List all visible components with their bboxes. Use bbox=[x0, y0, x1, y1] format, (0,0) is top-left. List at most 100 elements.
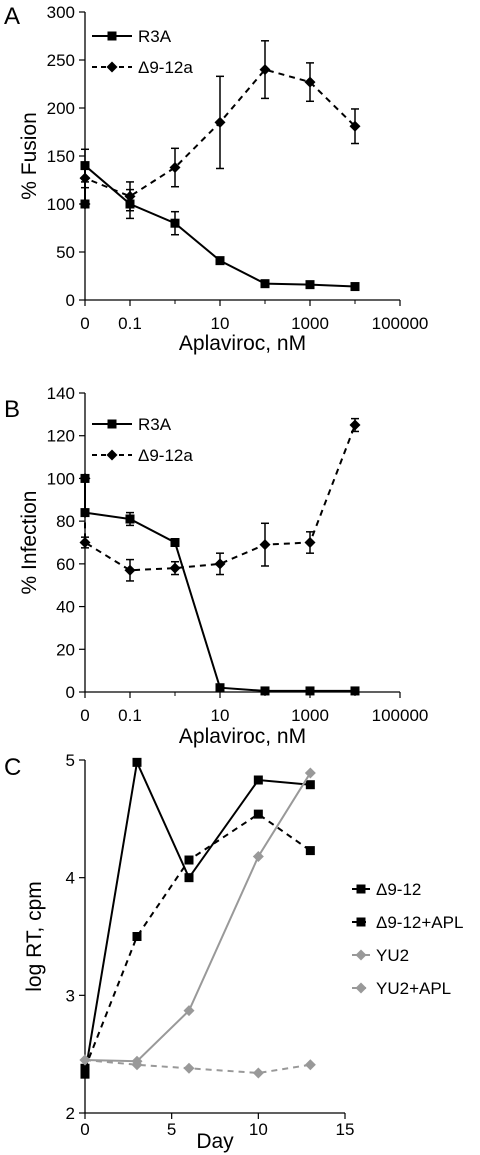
y-axis-title: % Fusion bbox=[18, 112, 41, 200]
data-point bbox=[350, 686, 360, 696]
data-point bbox=[214, 558, 226, 570]
data-point bbox=[79, 198, 91, 210]
data-point bbox=[170, 538, 180, 547]
y-tick-label: 0 bbox=[66, 291, 75, 310]
series-line bbox=[84, 1059, 311, 1074]
data-point bbox=[252, 1067, 264, 1079]
x-tick-label: 100000 bbox=[372, 314, 429, 333]
panel-c-chart: C 2 3 4 5 0 5 10 15 Day log RT, cpm Δ9-12 Δ9-12+APL… bbox=[4, 751, 463, 1153]
y-tick-label: 4 bbox=[66, 869, 75, 888]
y-axis-title: log RT, cpm bbox=[23, 881, 46, 992]
legend-marker bbox=[106, 449, 118, 461]
data-point bbox=[79, 537, 91, 548]
y-tick-label: 300 bbox=[47, 3, 75, 22]
series-line bbox=[84, 772, 312, 1063]
x-tick-label: 0 bbox=[80, 1120, 89, 1139]
legend-label: Δ9-12a bbox=[138, 58, 193, 77]
legend-label: YU2+APL bbox=[376, 979, 451, 998]
legend-label: Δ9-12a bbox=[138, 446, 193, 465]
data-point bbox=[259, 64, 271, 76]
data-point bbox=[124, 190, 136, 202]
y-tick-label: 40 bbox=[56, 598, 75, 617]
data-point bbox=[124, 564, 136, 576]
data-point bbox=[215, 683, 225, 693]
data-point bbox=[215, 256, 225, 266]
series-line bbox=[84, 68, 356, 204]
data-point bbox=[305, 780, 315, 790]
data-point bbox=[79, 172, 91, 184]
data-point bbox=[304, 76, 316, 88]
series-line bbox=[84, 163, 356, 288]
series-line bbox=[84, 758, 311, 1075]
data-point bbox=[305, 280, 315, 290]
data-point bbox=[260, 279, 270, 289]
x-tick-label: 0 bbox=[80, 706, 89, 725]
data-point bbox=[252, 850, 264, 862]
x-tick-label: 10 bbox=[211, 314, 230, 333]
legend-label: YU2 bbox=[376, 946, 409, 965]
y-tick-label: 60 bbox=[56, 555, 75, 574]
legend-marker bbox=[356, 884, 366, 894]
x-tick-label: 100000 bbox=[372, 706, 429, 725]
y-tick-label: 80 bbox=[56, 512, 75, 531]
x-axis-title: Aplaviroc, nM bbox=[179, 725, 306, 748]
legend-label: R3A bbox=[138, 415, 172, 434]
legend-marker bbox=[107, 31, 117, 41]
series-line bbox=[84, 424, 356, 572]
series-line bbox=[84, 478, 355, 692]
data-point bbox=[184, 855, 194, 865]
x-axis-title: Day bbox=[196, 1130, 234, 1153]
x-tick-label: 10 bbox=[249, 1120, 268, 1139]
legend-label: R3A bbox=[138, 27, 172, 46]
data-point bbox=[349, 120, 361, 132]
y-tick-label: 150 bbox=[47, 147, 75, 166]
x-tick-label: 15 bbox=[336, 1120, 355, 1139]
x-tick-label: 0.1 bbox=[118, 706, 142, 725]
y-tick-label: 3 bbox=[66, 986, 75, 1005]
x-tick-label: 10 bbox=[211, 706, 230, 725]
legend-marker bbox=[106, 61, 118, 73]
y-tick-label: 20 bbox=[56, 640, 75, 659]
panel-a-chart: A 0 50 100 150 200 250 300 0 0.1 10 1000 100000 Apla… bbox=[4, 3, 428, 355]
data-point bbox=[79, 1054, 91, 1066]
data-point bbox=[80, 1063, 90, 1073]
data-point bbox=[304, 767, 316, 779]
data-point bbox=[169, 162, 181, 174]
panel-b-chart: B 0 20 40 60 80 100 120 140 0 0.1 10 1000 100000 Apla… bbox=[4, 384, 428, 748]
y-tick-label: 2 bbox=[66, 1104, 75, 1123]
data-point bbox=[253, 809, 263, 819]
legend-marker bbox=[107, 419, 117, 429]
data-point bbox=[183, 1062, 195, 1074]
data-point bbox=[304, 1059, 316, 1071]
data-point bbox=[259, 539, 271, 551]
data-point bbox=[170, 218, 180, 228]
series-line bbox=[84, 812, 311, 1069]
data-point bbox=[183, 1005, 195, 1017]
y-tick-label: 250 bbox=[47, 51, 75, 70]
data-point bbox=[132, 757, 142, 767]
data-point bbox=[214, 116, 226, 128]
y-axis-title: % Infection bbox=[18, 491, 41, 595]
legend-marker bbox=[356, 917, 366, 927]
data-point bbox=[80, 161, 90, 171]
x-axis-title: Aplaviroc, nM bbox=[179, 332, 306, 355]
x-tick-label: 1000 bbox=[291, 314, 329, 333]
data-point bbox=[169, 562, 181, 574]
data-point bbox=[253, 775, 263, 785]
panel-c-letter: C bbox=[4, 754, 21, 781]
legend-marker bbox=[355, 949, 367, 961]
data-point bbox=[305, 686, 315, 696]
panel-b-letter: B bbox=[4, 396, 20, 423]
data-point bbox=[350, 282, 360, 292]
y-tick-label: 100 bbox=[47, 195, 75, 214]
data-point bbox=[132, 932, 142, 941]
legend-label: Δ9-12 bbox=[376, 880, 421, 899]
x-tick-label: 1000 bbox=[291, 706, 329, 725]
y-tick-label: 200 bbox=[47, 99, 75, 118]
data-point bbox=[125, 514, 135, 524]
x-tick-label: 0.1 bbox=[118, 314, 142, 333]
legend-label: Δ9-12+APL bbox=[376, 913, 463, 932]
data-point bbox=[260, 686, 270, 696]
y-tick-label: 50 bbox=[56, 243, 75, 262]
data-point bbox=[80, 1069, 90, 1079]
